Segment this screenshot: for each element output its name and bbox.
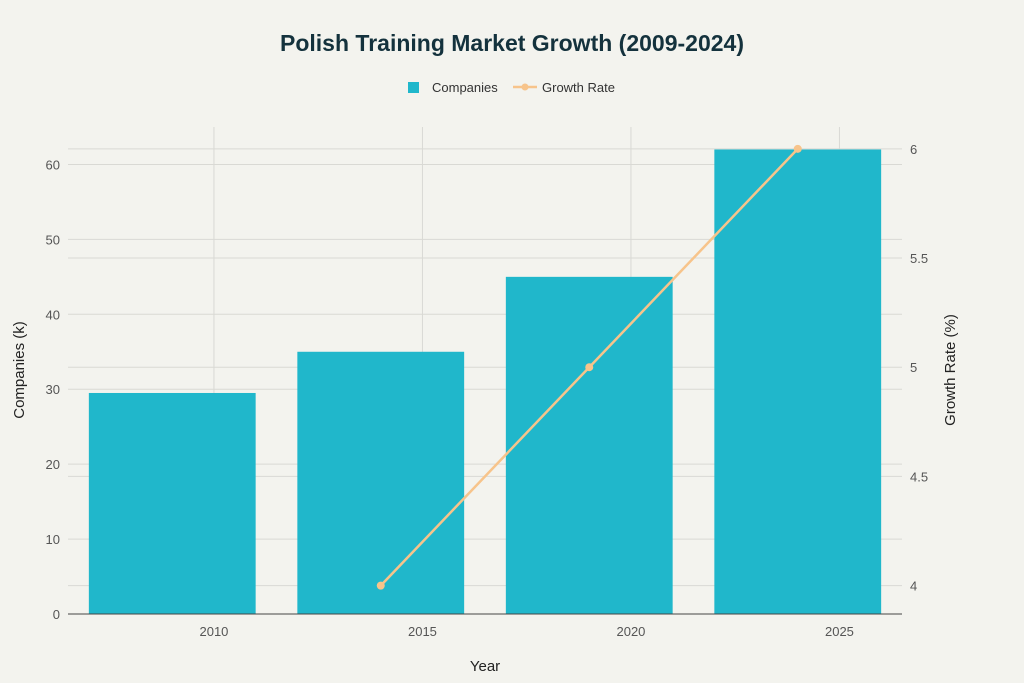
- legend: Companies Growth Rate: [408, 80, 615, 95]
- y2-tick-label: 6: [910, 142, 917, 157]
- bar-companies: [714, 149, 882, 614]
- y-tick-label: 50: [46, 232, 60, 247]
- x-axis-title: Year: [470, 658, 500, 675]
- bar-companies: [505, 276, 673, 614]
- y2-tick-labels: 4 4.5 5 5.5 6: [910, 142, 928, 594]
- y-tick-labels: 0 10 20 30 40 50 60: [46, 157, 60, 622]
- bar-companies: [88, 392, 256, 614]
- y2-tick-label: 4: [910, 579, 917, 594]
- growth-rate-point: [376, 581, 385, 590]
- bar-series-companies: [88, 149, 882, 614]
- y-tick-label: 30: [46, 382, 60, 397]
- chart-title: Polish Training Market Growth (2009-2024…: [280, 30, 744, 56]
- x-tick-label: 2010: [199, 624, 228, 639]
- x-tick-label: 2020: [616, 624, 645, 639]
- y2-tick-label: 5: [910, 360, 917, 375]
- legend-label-growth-rate: Growth Rate: [542, 80, 615, 95]
- y2-axis-title: Growth Rate (%): [942, 314, 959, 426]
- y-tick-label: 40: [46, 307, 60, 322]
- legend-label-companies: Companies: [432, 80, 498, 95]
- y-tick-label: 0: [53, 607, 60, 622]
- y-tick-label: 60: [46, 157, 60, 172]
- y2-tick-label: 5.5: [910, 251, 928, 266]
- growth-rate-point: [585, 363, 594, 372]
- x-tick-labels: 2010 2015 2020 2025: [199, 624, 853, 639]
- line-series-growth-rate: [376, 144, 802, 590]
- growth-rate-point: [793, 144, 802, 153]
- y-axis-title: Companies (k): [11, 321, 28, 419]
- x-tick-label: 2015: [408, 624, 437, 639]
- legend-swatch-growth-marker: [521, 83, 529, 91]
- legend-swatch-companies: [408, 82, 419, 93]
- y-tick-label: 20: [46, 457, 60, 472]
- y2-tick-label: 4.5: [910, 469, 928, 484]
- bar-companies: [297, 351, 465, 614]
- x-tick-label: 2025: [825, 624, 854, 639]
- y-tick-label: 10: [46, 532, 60, 547]
